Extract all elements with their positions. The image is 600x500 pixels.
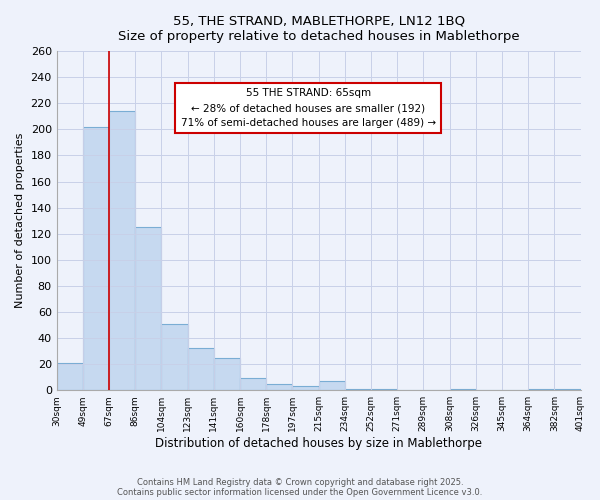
Y-axis label: Number of detached properties: Number of detached properties xyxy=(15,133,25,308)
Bar xyxy=(214,358,240,390)
Bar xyxy=(161,324,188,390)
Title: 55, THE STRAND, MABLETHORPE, LN12 1BQ
Size of property relative to detached hous: 55, THE STRAND, MABLETHORPE, LN12 1BQ Si… xyxy=(118,15,520,43)
Bar xyxy=(83,127,109,390)
Bar xyxy=(109,111,135,390)
X-axis label: Distribution of detached houses by size in Mablethorpe: Distribution of detached houses by size … xyxy=(155,437,482,450)
Bar xyxy=(319,381,345,390)
Bar xyxy=(266,384,292,390)
Bar xyxy=(554,389,581,390)
Bar xyxy=(449,389,476,390)
Text: Contains HM Land Registry data © Crown copyright and database right 2025.
Contai: Contains HM Land Registry data © Crown c… xyxy=(118,478,482,497)
Bar xyxy=(371,389,397,390)
Bar xyxy=(56,363,83,390)
Bar xyxy=(188,348,214,390)
Bar xyxy=(528,389,554,390)
Bar xyxy=(292,386,319,390)
Bar xyxy=(135,227,161,390)
Text: 55 THE STRAND: 65sqm
← 28% of detached houses are smaller (192)
71% of semi-deta: 55 THE STRAND: 65sqm ← 28% of detached h… xyxy=(181,88,436,128)
Bar xyxy=(240,378,266,390)
Bar xyxy=(345,389,371,390)
